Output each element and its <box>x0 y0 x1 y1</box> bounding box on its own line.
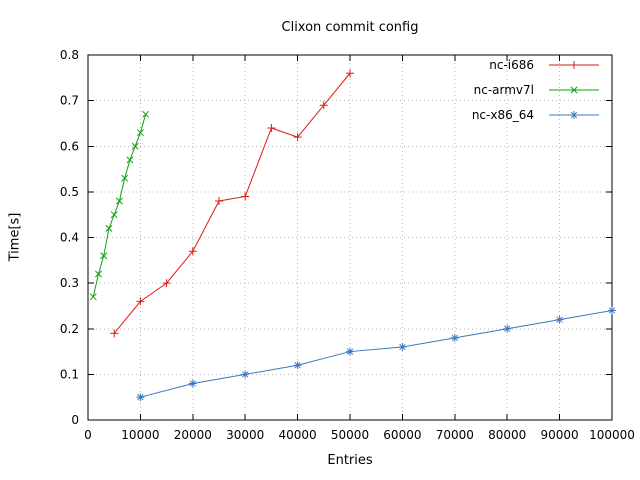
legend-label: nc-x86_64 <box>471 108 534 122</box>
legend-item: nc-x86_64 <box>472 108 602 122</box>
y-tick-label: 0 <box>71 413 79 427</box>
y-tick-label: 0.4 <box>60 231 79 245</box>
series-line <box>140 310 613 398</box>
x-axis-label: Entries <box>327 453 373 468</box>
tick-marks <box>87 54 613 421</box>
x-tick-label: 60000 <box>383 428 421 442</box>
y-tick-label: 0.6 <box>60 139 79 153</box>
legend: nc-i686 nc-armv7l nc-x86_64 <box>472 58 602 122</box>
series-line <box>92 114 147 297</box>
series-markers <box>136 306 616 402</box>
legend-item: nc-i686 <box>472 58 602 72</box>
series-line <box>113 72 351 334</box>
legend-sample-line <box>549 111 599 119</box>
chart-title: Clixon commit config <box>281 20 419 35</box>
legend-label: nc-armv7l <box>473 83 534 97</box>
x-tick-label: 30000 <box>226 428 264 442</box>
legend-sample-line <box>549 86 599 94</box>
x-tick-label: 0 <box>84 428 92 442</box>
tick-labels: 0 10000 20000 30000 40000 50000 60000 70000 8000… <box>60 48 635 442</box>
x-tick-label: 100000 <box>589 428 635 442</box>
series-markers <box>89 110 150 301</box>
y-tick-label: 0.5 <box>60 185 79 199</box>
series-nc-x86_64 <box>136 306 616 402</box>
x-tick-label: 90000 <box>541 428 579 442</box>
grid <box>88 55 612 420</box>
series-markers <box>110 69 354 338</box>
y-axis-label: Time[s] <box>7 212 23 262</box>
legend-sample-line <box>549 61 599 69</box>
legend-item: nc-armv7l <box>472 83 602 97</box>
x-tick-label: 20000 <box>174 428 212 442</box>
x-tick-label: 40000 <box>279 428 317 442</box>
x-tick-label: 10000 <box>121 428 159 442</box>
series-nc-armv7l <box>89 110 150 301</box>
y-tick-label: 0.3 <box>60 276 79 290</box>
x-tick-label: 70000 <box>436 428 474 442</box>
y-tick-label: 0.1 <box>60 367 79 381</box>
y-tick-label: 0.8 <box>60 48 79 62</box>
y-tick-label: 0.2 <box>60 322 79 336</box>
legend-label: nc-i686 <box>489 58 534 72</box>
y-tick-label: 0.7 <box>60 94 79 108</box>
x-tick-label: 50000 <box>331 428 369 442</box>
x-tick-label: 80000 <box>488 428 526 442</box>
series-nc-i686 <box>110 69 354 338</box>
